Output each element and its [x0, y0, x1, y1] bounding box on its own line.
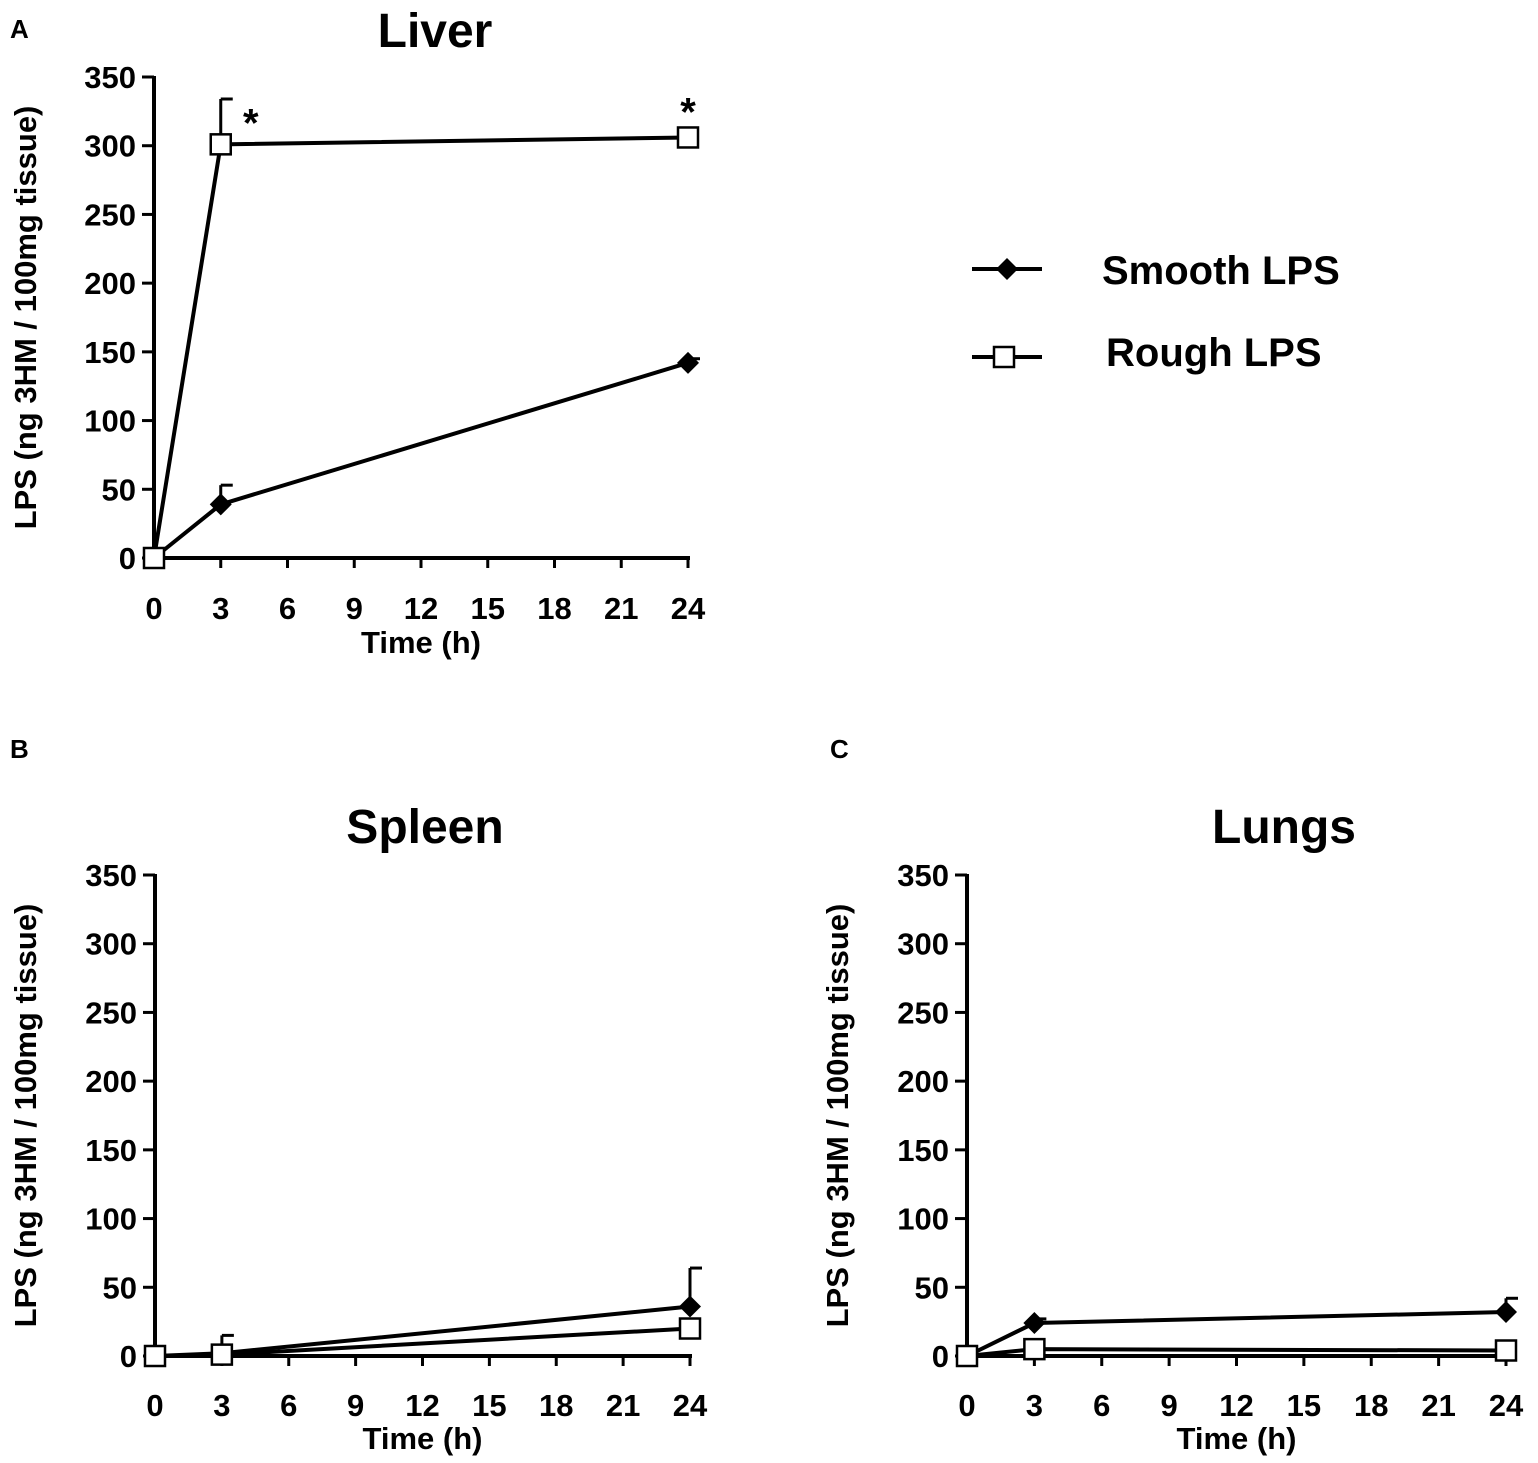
legend-label-rough: Rough LPS	[1106, 331, 1322, 375]
y-axis-label: LPS (ng 3HM / 100mg tissue)	[8, 904, 43, 1328]
x-tick-label: 0	[146, 1388, 163, 1423]
y-tick-label: 0	[120, 1339, 137, 1374]
y-tick-label: 150	[84, 335, 136, 370]
series-line-smooth-lps	[152, 360, 689, 560]
x-axis-label: Time (h)	[1177, 1421, 1297, 1456]
x-tick-label: 12	[405, 1388, 439, 1423]
legend-label-smooth: Smooth LPS	[1102, 249, 1340, 293]
data-point-rough	[678, 1317, 702, 1340]
data-point-smooth	[677, 351, 699, 374]
y-tick-label: 350	[897, 858, 949, 893]
x-tick-label: 18	[1354, 1388, 1388, 1423]
data-point-rough	[1023, 1337, 1046, 1361]
x-tick-label: 0	[958, 1388, 975, 1423]
x-tick-label: 24	[673, 1388, 708, 1423]
data-point-rough	[209, 133, 232, 156]
x-tick-label: 0	[145, 591, 162, 626]
data-point-rough	[676, 126, 700, 149]
y-tick-label: 300	[897, 927, 949, 962]
y-tick-label: 50	[102, 472, 136, 507]
x-tick-label: 3	[212, 591, 229, 626]
y-tick-label: 200	[897, 1064, 949, 1099]
y-tick-label: 250	[85, 995, 137, 1030]
panel-letter: A	[10, 14, 29, 44]
x-tick-label: 24	[1489, 1388, 1524, 1423]
x-tick-label: 9	[346, 591, 363, 626]
x-tick-label: 24	[671, 591, 706, 626]
y-tick-label: 250	[84, 197, 136, 232]
x-axis-label: Time (h)	[361, 625, 481, 660]
panel-letter: C	[830, 734, 849, 764]
data-point-rough	[955, 1344, 979, 1368]
x-tick-label: 15	[472, 1388, 506, 1423]
x-tick-label: 6	[1093, 1388, 1110, 1423]
data-point-smooth	[209, 493, 232, 516]
y-axis-label: LPS (ng 3HM / 100mg tissue)	[820, 904, 855, 1328]
y-tick-label: 50	[103, 1270, 137, 1305]
chart-title: Liver	[378, 5, 493, 58]
chart-title: Spleen	[346, 801, 503, 854]
panel-letter: B	[10, 734, 29, 764]
x-tick-label: 6	[279, 591, 296, 626]
panel-b: B Spleen 0 50 100 150 200 250 300 350 0 3 6 9 12 15 18 21…	[8, 734, 708, 1456]
x-tick-label: 3	[1026, 1388, 1043, 1423]
y-tick-label: 100	[84, 404, 136, 439]
y-tick-label: 300	[85, 927, 137, 962]
legend: Smooth LPS Rough LPS	[972, 249, 1340, 375]
significance-annotation: *	[680, 90, 696, 134]
data-point-rough	[1494, 1339, 1518, 1362]
x-tick-label: 15	[471, 591, 505, 626]
y-axis-label: LPS (ng 3HM / 100mg tissue)	[8, 106, 43, 530]
y-tick-label: 50	[915, 1270, 949, 1305]
x-tick-label: 9	[347, 1388, 364, 1423]
panel-c: C Lungs 0 50 100 150 200 250 300 350 0 3 6 9 12 15 18 21 2…	[820, 734, 1524, 1456]
x-tick-label: 21	[1421, 1388, 1455, 1423]
y-tick-label: 100	[85, 1202, 137, 1237]
series-line-rough-lps	[152, 135, 689, 559]
chart-title: Lungs	[1212, 801, 1356, 854]
y-tick-label: 150	[897, 1133, 949, 1168]
y-tick-label: 350	[85, 858, 137, 893]
x-tick-label: 18	[539, 1388, 573, 1423]
y-tick-label: 300	[84, 129, 136, 164]
x-tick-label: 12	[1219, 1388, 1253, 1423]
x-tick-label: 9	[1161, 1388, 1178, 1423]
data-point-smooth	[1023, 1312, 1046, 1335]
legend-smooth-marker	[996, 258, 1018, 280]
x-axis-label: Time (h)	[363, 1421, 483, 1456]
data-point-rough	[143, 1344, 167, 1368]
y-tick-label: 200	[85, 1064, 137, 1099]
x-tick-label: 12	[404, 591, 438, 626]
y-tick-label: 0	[119, 541, 136, 576]
x-tick-label: 3	[213, 1388, 230, 1423]
x-tick-label: 15	[1287, 1388, 1321, 1423]
x-tick-label: 18	[537, 591, 571, 626]
significance-annotation: *	[243, 101, 259, 145]
y-tick-label: 0	[932, 1339, 949, 1374]
y-tick-label: 200	[84, 266, 136, 301]
y-tick-label: 350	[84, 60, 136, 95]
data-point-rough	[210, 1343, 234, 1366]
y-tick-label: 250	[897, 995, 949, 1030]
data-point-smooth	[679, 1295, 701, 1318]
legend-rough-marker	[992, 345, 1016, 369]
panel-a: A Liver 0 50 100 150 200 250 300 350 0 3 6 9 12 15 18 21 2…	[8, 5, 706, 660]
x-tick-label: 6	[280, 1388, 297, 1423]
data-point-rough	[142, 546, 166, 570]
data-point-smooth	[1495, 1301, 1517, 1324]
x-tick-label: 21	[604, 591, 638, 626]
y-tick-label: 150	[85, 1133, 137, 1168]
x-tick-label: 21	[606, 1388, 640, 1423]
y-tick-label: 100	[897, 1202, 949, 1237]
